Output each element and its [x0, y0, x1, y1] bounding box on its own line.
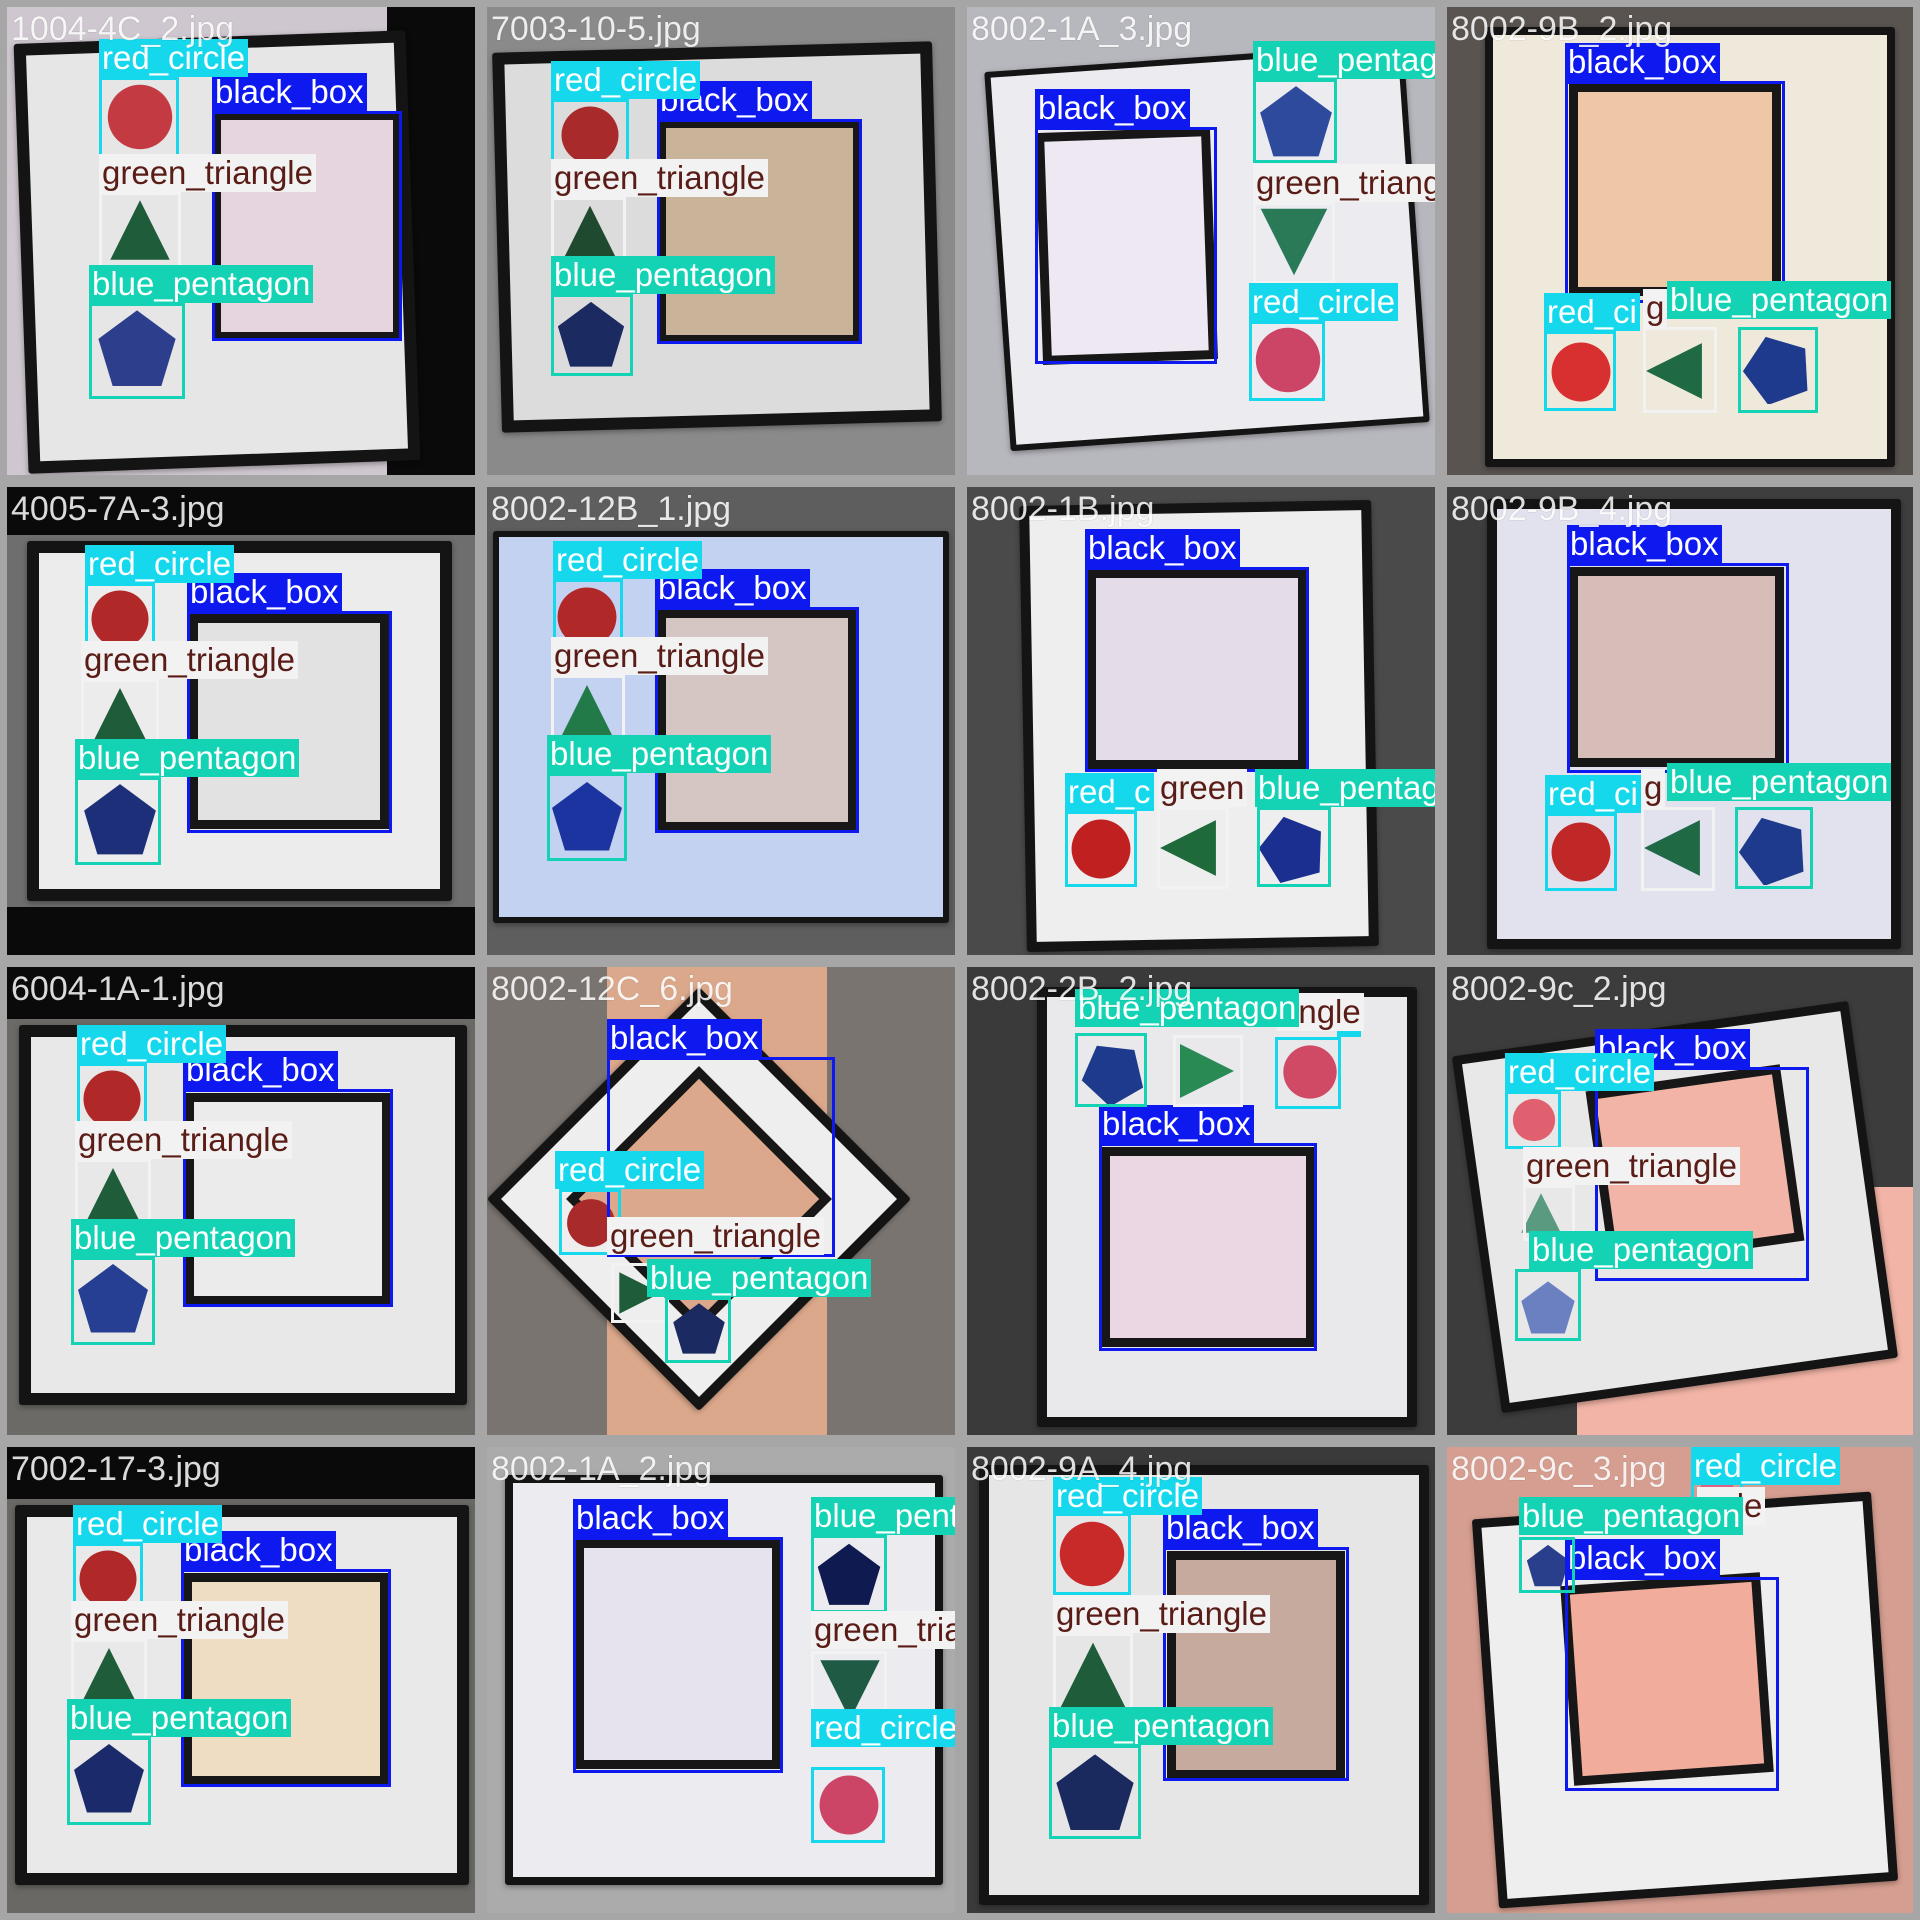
- tile-14[interactable]: black_box blue_pentagon green_triangle r…: [487, 1447, 955, 1913]
- filename-label: 4005-7A-3.jpg: [11, 490, 225, 528]
- window-box: [575, 1539, 781, 1769]
- window-box: [1569, 567, 1784, 767]
- filename-label: 8002-1A_2.jpg: [491, 1450, 713, 1488]
- green-triangle-shape: [1643, 340, 1705, 402]
- green-triangle-shape: [1157, 817, 1219, 879]
- tile-1[interactable]: black_box red_circle green_triangle blue…: [7, 7, 475, 475]
- filename-label: 8002-1B.jpg: [971, 490, 1155, 528]
- blue-pentagon-shape: [555, 299, 627, 371]
- tile-15[interactable]: black_box red_circle green_triangle blue…: [967, 1447, 1435, 1913]
- filename-label: 8002-12B_1.jpg: [491, 490, 732, 528]
- green-triangle-shape: [1641, 817, 1703, 879]
- green-triangle-shape: [1177, 1041, 1237, 1101]
- blue-pentagon-shape: [81, 781, 159, 859]
- green-triangle-shape: [83, 1165, 143, 1225]
- red-circle-shape: [565, 1197, 617, 1249]
- filename-label: 8002-9B_2.jpg: [1451, 10, 1673, 48]
- green-triangle-shape: [1519, 1191, 1563, 1235]
- tile-9[interactable]: black_box red_circle green_triangle blue…: [7, 967, 475, 1435]
- red-circle-shape: [1511, 1097, 1557, 1143]
- filename-label: 7002-17-3.jpg: [11, 1450, 221, 1488]
- red-circle-shape: [1281, 1043, 1339, 1101]
- green-triangle-shape: [817, 1657, 883, 1723]
- tile-3[interactable]: black_box blue_pentagon green_triangle r…: [967, 7, 1435, 475]
- tile-7[interactable]: black_box red_c green blue_pentagon 8002…: [967, 487, 1435, 955]
- green-triangle-shape: [79, 1645, 139, 1705]
- window-box: [1087, 569, 1307, 769]
- green-triangle-shape: [557, 682, 617, 742]
- filename-label: 8002-9c_2.jpg: [1451, 970, 1667, 1008]
- filename-label: 8002-12C_6.jpg: [491, 970, 733, 1008]
- window-box: [1101, 1147, 1315, 1347]
- filename-label: 7003-10-5.jpg: [491, 10, 701, 48]
- tile-12[interactable]: black_box red_circle green_triangle blue…: [1447, 967, 1913, 1435]
- filename-label: 8002-9A_4.jpg: [971, 1450, 1193, 1488]
- red-circle-shape: [1253, 325, 1323, 395]
- blue-pentagon-shape: [1257, 83, 1335, 161]
- scene: [967, 487, 1435, 955]
- filename-label: 8002-9c_3.jpg: [1451, 1450, 1667, 1488]
- tile-8[interactable]: black_box red_ci g blue_pentagon 8002-9B…: [1447, 487, 1913, 955]
- scene: [1447, 487, 1913, 955]
- green-triangle-shape: [89, 685, 151, 745]
- red-circle-shape: [817, 1773, 881, 1837]
- red-circle-shape: [77, 1548, 139, 1610]
- green-triangle-shape: [562, 203, 618, 259]
- red-circle-shape: [89, 588, 151, 650]
- blue-pentagon-shape: [815, 1541, 883, 1609]
- green-triangle-shape: [107, 197, 173, 263]
- red-circle-shape: [105, 82, 175, 152]
- blue-pentagon-shape: [671, 1301, 727, 1357]
- tile-4[interactable]: black_box red_ci g blue_pentagon 8002-9B…: [1447, 7, 1913, 475]
- tile-2[interactable]: black_box red_circle green_triangle blue…: [487, 7, 955, 475]
- green-triangle-shape: [617, 1270, 663, 1316]
- tile-10[interactable]: black_box red_circle green_triangle blue…: [487, 967, 955, 1435]
- filename-label: 6004-1A-1.jpg: [11, 970, 225, 1008]
- blue-pentagon-shape: [1741, 332, 1813, 404]
- blue-pentagon-shape: [1737, 813, 1809, 885]
- scene: [967, 7, 1435, 475]
- tile-16[interactable]: black_box red_circle ngle blue_pentagon …: [1447, 1447, 1913, 1913]
- blue-pentagon-shape: [1519, 1279, 1577, 1337]
- blue-pentagon-shape: [1053, 1751, 1137, 1835]
- scene: [1447, 7, 1913, 475]
- blue-pentagon-shape: [71, 1741, 147, 1817]
- blue-pentagon-shape: [95, 307, 179, 391]
- red-circle-shape: [1549, 820, 1613, 884]
- filename-label: 1004-4C_2.jpg: [11, 10, 235, 48]
- red-circle-shape: [559, 104, 621, 166]
- tile-6[interactable]: black_box red_circle green_triangle blue…: [487, 487, 955, 955]
- red-circle-shape: [1549, 340, 1613, 404]
- filename-label: 8002-9B_4.jpg: [1451, 490, 1673, 528]
- blue-pentagon-shape: [75, 1261, 151, 1337]
- tile-13[interactable]: black_box red_circle green_triangle blue…: [7, 1447, 475, 1913]
- window-box: [657, 119, 862, 344]
- scene: [487, 1447, 955, 1913]
- red-circle-shape: [81, 1068, 143, 1130]
- tile-11[interactable]: black_box e angle blue_pentagon 8002-2B_…: [967, 967, 1435, 1435]
- red-circle-shape: [555, 585, 619, 649]
- red-circle-shape: [1069, 817, 1133, 881]
- blue-pentagon-shape: [1257, 813, 1327, 883]
- blue-pentagon-shape: [549, 779, 625, 855]
- green-triangle-shape: [1257, 205, 1331, 279]
- tile-5[interactable]: black_box red_circle green_triangle blue…: [7, 487, 475, 955]
- blue-pentagon-shape: [1079, 1039, 1145, 1105]
- filename-label: 8002-2B_2.jpg: [971, 970, 1193, 1008]
- red-circle-shape: [1057, 1519, 1127, 1589]
- filename-label: 8002-1A_3.jpg: [971, 10, 1193, 48]
- blue-pentagon-shape: [1525, 1543, 1571, 1589]
- green-triangle-shape: [1057, 1639, 1129, 1711]
